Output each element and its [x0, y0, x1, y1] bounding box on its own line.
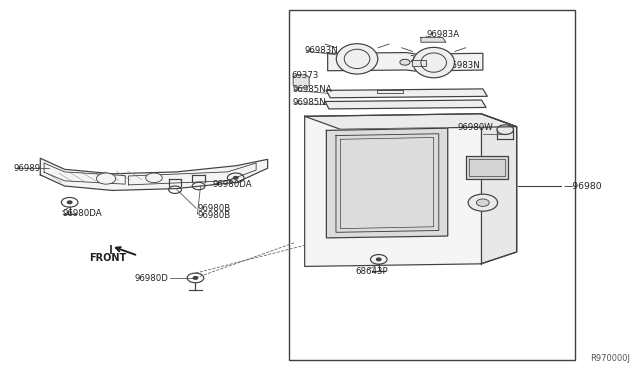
Polygon shape [328, 52, 483, 71]
Circle shape [67, 201, 72, 203]
Text: 96983N: 96983N [305, 46, 339, 55]
Circle shape [234, 177, 238, 179]
Polygon shape [40, 158, 268, 190]
Text: 96980B: 96980B [197, 211, 230, 220]
Circle shape [97, 173, 116, 184]
Circle shape [400, 59, 410, 65]
Circle shape [468, 194, 497, 211]
Text: 96980D: 96980D [135, 274, 169, 283]
Polygon shape [466, 156, 508, 179]
Text: 96983N: 96983N [447, 61, 480, 70]
Circle shape [193, 277, 198, 279]
Text: 96980DA: 96980DA [63, 209, 102, 218]
Text: FRONT: FRONT [89, 253, 126, 263]
Polygon shape [326, 128, 448, 238]
Text: 96980B: 96980B [197, 204, 230, 213]
Text: 96980DA: 96980DA [212, 180, 252, 189]
Polygon shape [293, 75, 309, 88]
Polygon shape [412, 60, 426, 66]
Bar [289, 10, 575, 360]
Polygon shape [326, 89, 487, 98]
Polygon shape [421, 37, 446, 42]
Text: 96985NA: 96985NA [292, 85, 332, 94]
Polygon shape [305, 114, 516, 266]
Circle shape [476, 199, 489, 206]
Text: R970000J: R970000J [589, 354, 630, 363]
Circle shape [146, 173, 163, 183]
Ellipse shape [336, 44, 378, 74]
Text: 96989: 96989 [13, 164, 40, 173]
Polygon shape [305, 114, 516, 129]
Ellipse shape [413, 47, 454, 78]
Text: 69373: 69373 [291, 71, 319, 80]
Text: 68643P: 68643P [356, 267, 388, 276]
Polygon shape [325, 100, 486, 109]
Polygon shape [481, 114, 516, 264]
Circle shape [376, 258, 381, 261]
Text: 26437M: 26437M [410, 55, 444, 64]
Text: 96985N: 96985N [292, 99, 326, 108]
Text: 96980W: 96980W [458, 123, 493, 132]
Text: —96980: —96980 [564, 182, 603, 191]
Text: 96983A: 96983A [426, 30, 459, 39]
